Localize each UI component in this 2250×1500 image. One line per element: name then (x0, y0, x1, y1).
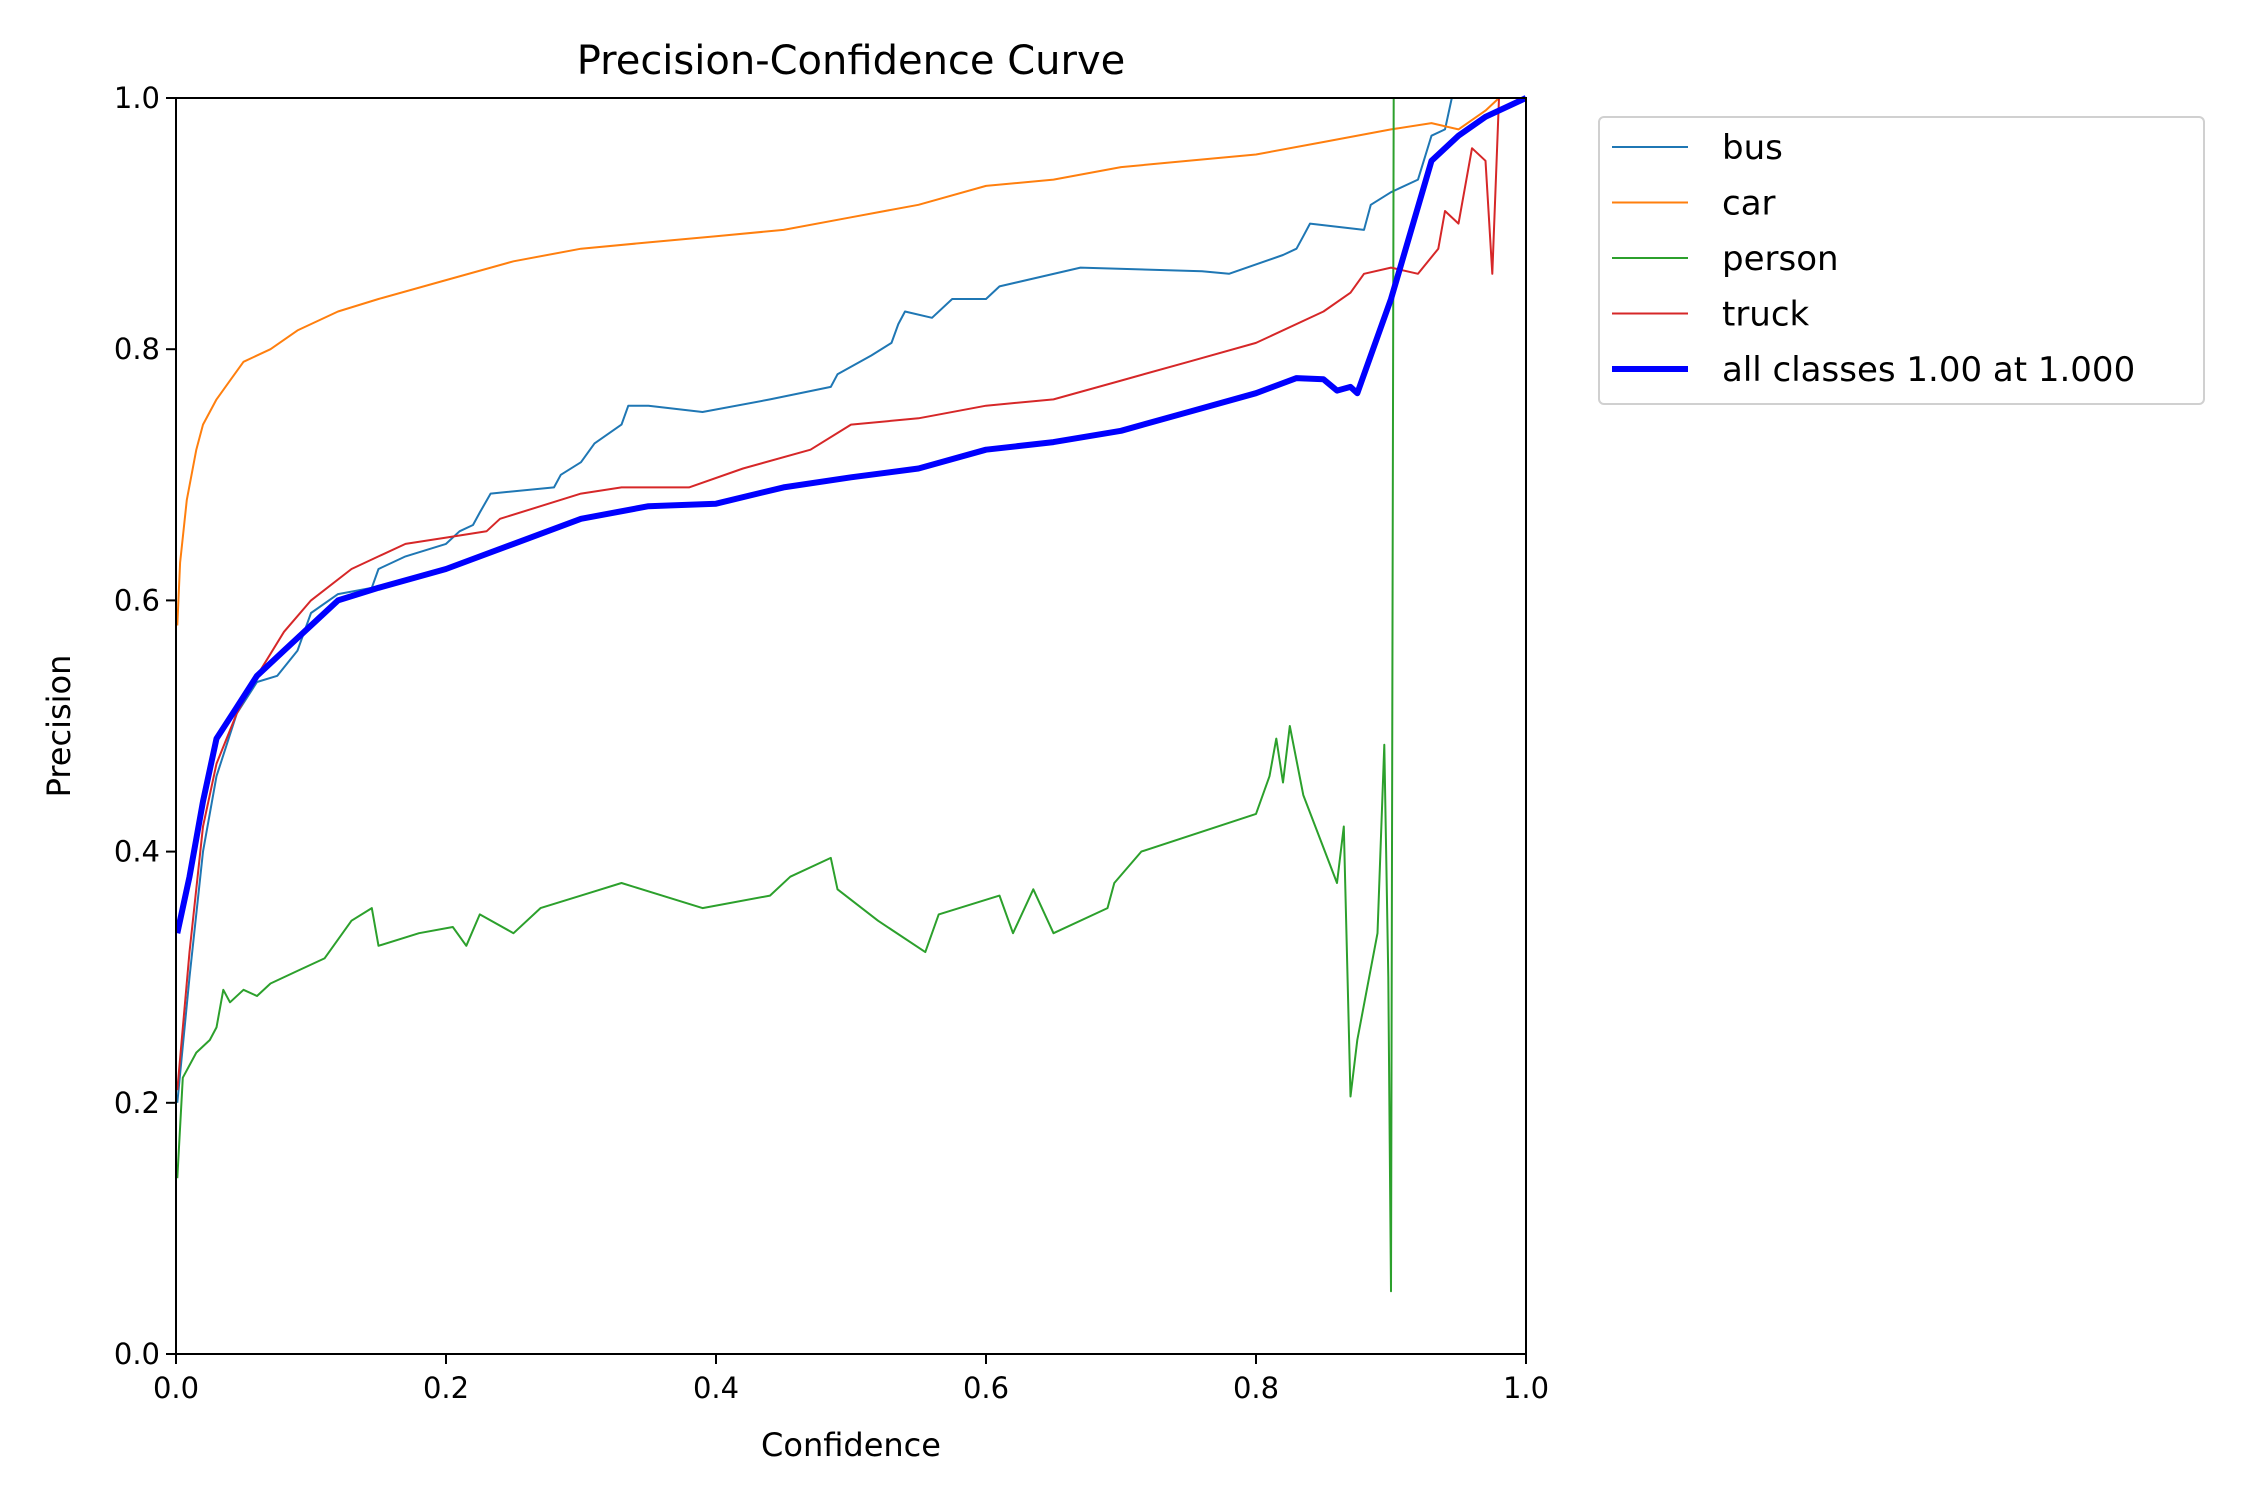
x-tick-label: 0.8 (1233, 1371, 1279, 1405)
x-axis-label: Confidence (761, 1426, 941, 1464)
y-axis-label: Precision (40, 655, 78, 798)
series-layer (176, 95, 1526, 1293)
legend-label-person: person (1722, 239, 1839, 279)
y-tick-label: 0.8 (114, 332, 160, 366)
y-tick-label: 1.0 (114, 81, 160, 115)
x-tick-label: 0.4 (693, 1371, 739, 1405)
x-tick-label: 1.0 (1503, 1371, 1549, 1405)
y-tick-label: 0.6 (114, 583, 160, 617)
y-tick-label: 0.4 (114, 835, 160, 869)
legend-label-bus: bus (1722, 128, 1783, 168)
chart-title: Precision-Confidence Curve (577, 38, 1126, 84)
x-tick-label: 0.0 (153, 1371, 199, 1405)
x-tick-label: 0.2 (423, 1371, 469, 1405)
y-tick-label: 0.0 (114, 1337, 160, 1371)
legend: bus car person truck all classes 1.00 at 1.0… (1598, 116, 2205, 405)
series-line-person (176, 97, 1395, 1293)
y-axis-ticks: 0.0 0.2 0.4 0.6 0.8 1.0 (114, 81, 176, 1371)
legend-label-truck: truck (1722, 295, 1810, 335)
series-line-truck (176, 97, 1500, 1091)
plot-frame (175, 97, 1527, 1355)
series-line-all (176, 95, 1526, 934)
y-tick-label: 0.2 (114, 1086, 160, 1120)
legend-label-car: car (1722, 184, 1776, 224)
legend-box (1598, 116, 2205, 405)
series-line-car (176, 97, 1526, 626)
x-tick-label: 0.6 (963, 1371, 1009, 1405)
series-line-bus (176, 97, 1453, 1103)
x-axis-ticks: 0.0 0.2 0.4 0.6 0.8 1.0 (153, 1354, 1549, 1405)
legend-label-all: all classes 1.00 at 1.000 (1722, 350, 2135, 390)
